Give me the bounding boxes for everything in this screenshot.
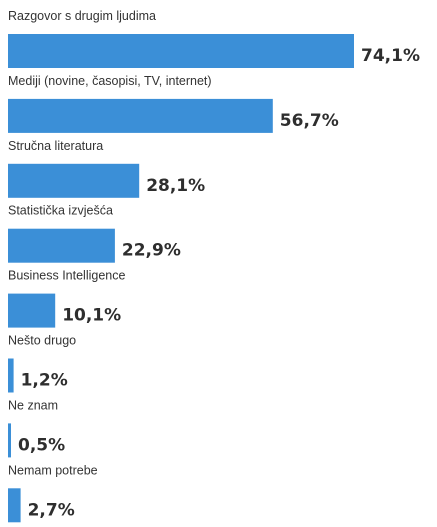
bar xyxy=(8,293,56,328)
value-label: 1,2% xyxy=(21,371,68,391)
bar xyxy=(8,358,14,393)
value-label: 2,7% xyxy=(28,500,75,520)
category-label: Business Intelligence xyxy=(8,269,125,283)
category-label: Ne znam xyxy=(8,398,58,412)
value-label: 22,9% xyxy=(122,241,181,261)
value-label: 56,7% xyxy=(280,111,339,131)
bar xyxy=(8,34,354,68)
bar xyxy=(8,423,11,458)
bar xyxy=(8,98,273,133)
value-label: 0,5% xyxy=(18,435,65,455)
category-label: Mediji (novine, časopisi, TV, internet) xyxy=(8,74,212,88)
category-label: Nemam potrebe xyxy=(8,463,98,477)
bar xyxy=(8,228,115,263)
value-label: 10,1% xyxy=(62,306,121,326)
category-label: Nešto drugo xyxy=(8,334,76,348)
bar xyxy=(8,163,140,198)
value-label: 74,1% xyxy=(361,46,420,66)
category-label: Stručna literatura xyxy=(8,139,103,153)
category-label: Statistička izvješća xyxy=(8,204,113,218)
value-label: 28,1% xyxy=(146,176,205,196)
category-label: Razgovor s drugim ljudima xyxy=(8,9,156,23)
bar xyxy=(8,488,21,523)
